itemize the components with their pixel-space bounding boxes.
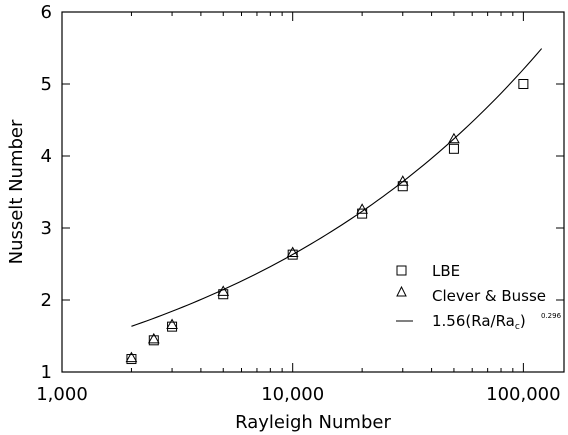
- lbe-point: [167, 321, 178, 332]
- legend-fit-close: ): [520, 312, 526, 330]
- legend-label-clever-busse: Clever & Busse: [432, 287, 546, 305]
- lbe-point: [448, 143, 459, 154]
- legend-marker-lbe: [396, 265, 407, 276]
- lbe-point: [148, 335, 159, 346]
- x-tick-label: 10,000: [261, 384, 324, 405]
- lbe-point: [518, 79, 529, 89]
- y-tick-label: 5: [41, 74, 52, 95]
- clever-busse-point: [147, 332, 160, 344]
- legend: LBE Clever & Busse 1.56(Ra/Rac) 0.296: [396, 262, 562, 332]
- axis-ticks: [61, 11, 564, 373]
- data-points: [125, 79, 529, 365]
- fit-curve-layer: [131, 48, 543, 327]
- clever-busse-point: [217, 285, 230, 296]
- x-tick-label: 1,000: [36, 384, 88, 405]
- lbe-point: [397, 181, 408, 192]
- legend-fit-subscript: c: [515, 322, 520, 332]
- legend-label-lbe: LBE: [432, 262, 460, 280]
- fit-curve: [131, 48, 543, 327]
- clever-busse-point: [356, 203, 368, 214]
- x-axis-title: Rayleigh Number: [235, 412, 391, 433]
- clever-busse-point: [166, 318, 178, 329]
- legend-marker-clever-busse: [396, 285, 407, 297]
- legend-fit-main: 1.56(Ra/Ra: [432, 312, 515, 330]
- legend-fit-exponent: 0.296: [541, 312, 562, 320]
- y-axis-title: Nusselt Number: [6, 119, 27, 264]
- clever-busse-point: [125, 351, 138, 363]
- legend-label-fit: 1.56(Ra/Rac): [432, 312, 526, 332]
- y-tick-label: 3: [41, 218, 52, 239]
- lbe-point: [126, 354, 137, 365]
- clever-busse-point: [286, 246, 299, 257]
- y-tick-label: 4: [41, 146, 52, 167]
- clever-busse-point: [448, 132, 460, 144]
- plot-frame: [61, 11, 565, 373]
- x-tick-label: 100,000: [486, 384, 560, 405]
- y-tick-label: 2: [41, 290, 52, 311]
- y-tick-label: 1: [41, 362, 52, 383]
- tick-labels: 1 2 3 4 5 6 1,000 10,000 100,000: [36, 2, 560, 405]
- clever-busse-point: [396, 175, 409, 186]
- y-tick-label: 6: [41, 2, 52, 23]
